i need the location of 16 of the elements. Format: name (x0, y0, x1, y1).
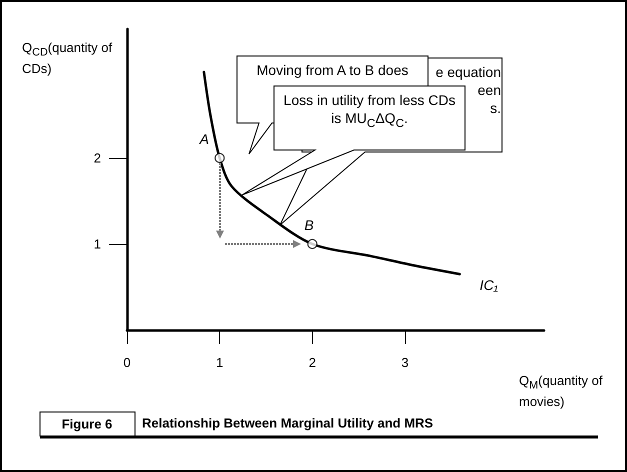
annotation: Moving from A to B does (256, 62, 408, 78)
x-tick-label: 3 (401, 355, 409, 370)
text: Relationship Between Marginal Utility and MRS (142, 416, 434, 430)
annotation: IC₁ (480, 277, 499, 294)
text: Figure 6 (62, 416, 112, 432)
x-tick-label: 1 (216, 355, 224, 370)
annotation: e equation (436, 64, 501, 80)
annotation: s. (490, 100, 501, 116)
annotation: A (198, 131, 210, 147)
speech-bubble: Loss in utility from less CDs is MU$_{C}$ΔQ$_{C}$. (241, 85, 466, 196)
x-axis-title: Q$_{M}$(quantity of movies) (519, 373, 604, 410)
y-axis-title: Q$_{CD}$(quantity of CDs) (22, 40, 114, 77)
annotation: een (478, 82, 501, 98)
x-tick-label: 2 (308, 355, 316, 370)
annotation: B (304, 217, 314, 233)
x-tick-label: 0 (123, 355, 131, 370)
